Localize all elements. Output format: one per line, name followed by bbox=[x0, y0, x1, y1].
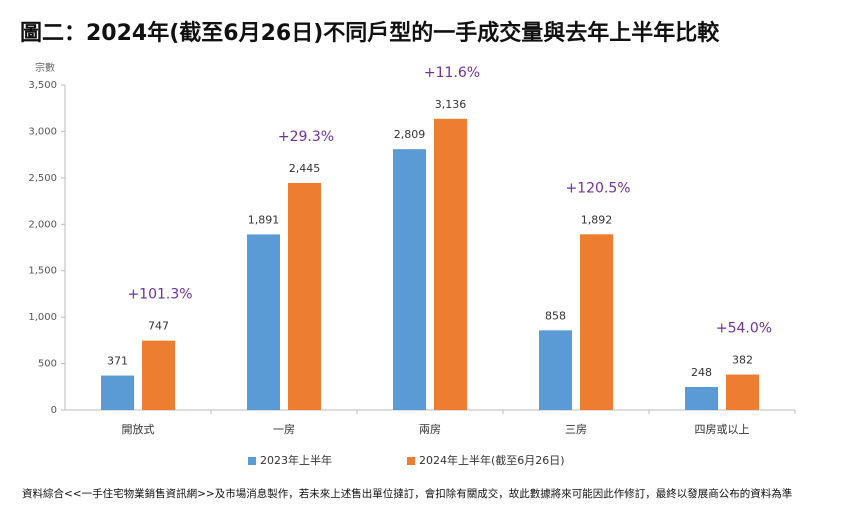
y-tick-label: 3,500 bbox=[28, 80, 57, 91]
footnote: 資料綜合<<一手住宅物業銷售資訊網>>及市場消息製作，若未來上述售出單位撻訂，會… bbox=[22, 487, 792, 500]
legend-swatch bbox=[248, 457, 256, 465]
legend-swatch bbox=[407, 457, 415, 465]
legend-label: 2024年上半年(截至6月26日) bbox=[419, 453, 565, 467]
annotation: +11.6% bbox=[424, 65, 480, 81]
bar bbox=[142, 340, 175, 410]
value-label: 747 bbox=[148, 320, 169, 333]
value-label: 382 bbox=[732, 354, 753, 367]
legend-label: 2023年上半年 bbox=[260, 453, 332, 467]
y-tick-label: 500 bbox=[38, 359, 57, 370]
annotation: +120.5% bbox=[565, 180, 630, 196]
y-tick-label: 2,000 bbox=[28, 219, 57, 230]
bar bbox=[726, 374, 759, 410]
value-label: 2,809 bbox=[394, 128, 426, 141]
annotation: +29.3% bbox=[278, 129, 334, 145]
y-tick-label: 0 bbox=[51, 405, 57, 416]
bar bbox=[580, 234, 613, 410]
chart-title: 圖二：2024年(截至6月26日)不同戶型的一手成交量與去年上半年比較 bbox=[20, 20, 720, 46]
bar bbox=[247, 234, 280, 410]
bar bbox=[434, 118, 467, 411]
bar bbox=[101, 375, 134, 410]
y-tick-label: 3,000 bbox=[28, 126, 57, 137]
x-tick-label: 三房 bbox=[565, 423, 587, 436]
value-label: 248 bbox=[691, 366, 712, 379]
bar bbox=[685, 386, 718, 410]
value-label: 2,445 bbox=[289, 162, 321, 175]
x-tick-label: 開放式 bbox=[122, 422, 155, 436]
bar bbox=[288, 182, 321, 410]
value-label: 858 bbox=[545, 309, 566, 322]
bar bbox=[539, 330, 572, 410]
value-label: 1,892 bbox=[581, 213, 613, 226]
y-tick-label: 1,000 bbox=[28, 312, 57, 323]
bar bbox=[393, 149, 426, 410]
value-label: 1,891 bbox=[248, 213, 280, 226]
value-label: 3,136 bbox=[435, 98, 467, 111]
y-tick-label: 2,500 bbox=[28, 173, 57, 184]
value-label: 371 bbox=[107, 355, 128, 368]
x-tick-label: 四房或以上 bbox=[695, 423, 750, 436]
annotation: +101.3% bbox=[127, 287, 192, 303]
x-tick-label: 兩房 bbox=[419, 423, 441, 436]
y-axis-label: 宗數 bbox=[35, 61, 55, 74]
y-tick-label: 1,500 bbox=[28, 266, 57, 277]
annotation: +54.0% bbox=[716, 321, 772, 337]
x-tick-label: 一房 bbox=[273, 423, 295, 436]
